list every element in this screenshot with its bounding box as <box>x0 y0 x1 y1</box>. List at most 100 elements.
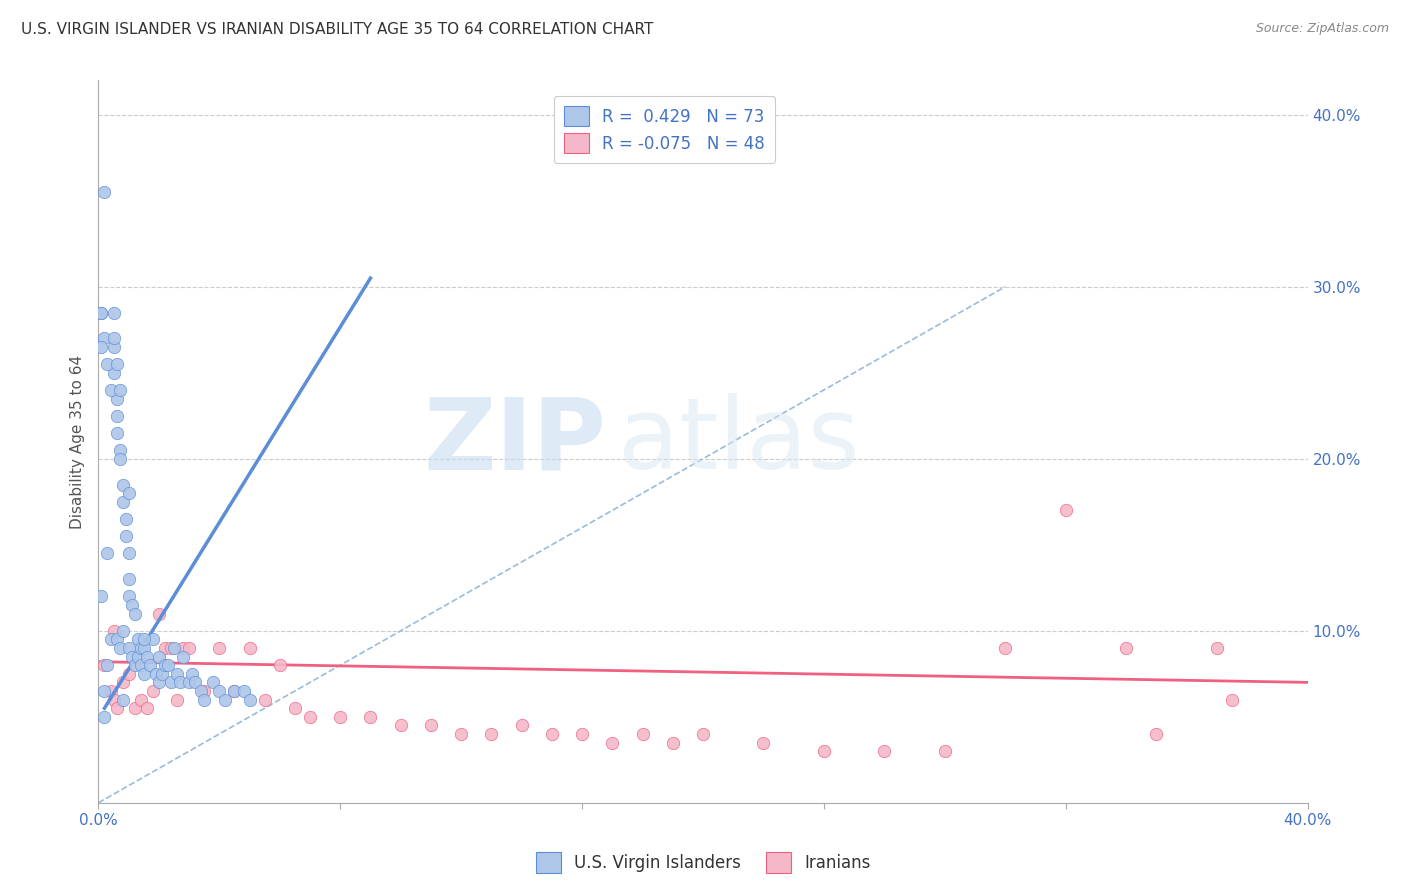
Point <box>202 675 225 690</box>
Point <box>96 546 118 560</box>
Point <box>105 701 128 715</box>
Point <box>160 640 183 655</box>
Point <box>100 684 122 698</box>
Point <box>93 185 115 199</box>
Point <box>124 701 146 715</box>
Point <box>1054 503 1077 517</box>
Point <box>299 710 322 724</box>
Point <box>153 640 176 655</box>
Point <box>1206 640 1229 655</box>
Point <box>224 684 246 698</box>
Legend: R =  0.429   N = 73, R = -0.075   N = 48: R = 0.429 N = 73, R = -0.075 N = 48 <box>554 95 775 163</box>
Point <box>90 590 112 604</box>
Point <box>1144 727 1167 741</box>
Point <box>111 675 134 690</box>
Point <box>127 649 149 664</box>
Point <box>118 640 141 655</box>
Point <box>208 640 231 655</box>
Point <box>118 666 141 681</box>
Point <box>692 727 714 741</box>
Point <box>1115 640 1137 655</box>
Point <box>163 640 186 655</box>
Point <box>121 649 143 664</box>
Point <box>873 744 896 758</box>
Point <box>103 624 125 638</box>
Point <box>1220 692 1243 706</box>
Point <box>103 692 125 706</box>
Point <box>145 666 167 681</box>
Point <box>111 624 134 638</box>
Point <box>100 383 122 397</box>
Point <box>129 692 152 706</box>
Point <box>118 486 141 500</box>
Point <box>135 649 157 664</box>
Text: U.S. VIRGIN ISLANDER VS IRANIAN DISABILITY AGE 35 TO 64 CORRELATION CHART: U.S. VIRGIN ISLANDER VS IRANIAN DISABILI… <box>21 22 654 37</box>
Point <box>160 675 183 690</box>
Point <box>224 684 246 698</box>
Point <box>108 443 131 458</box>
Point <box>934 744 956 758</box>
Point <box>111 477 134 491</box>
Point <box>114 512 136 526</box>
Point <box>232 684 254 698</box>
Point <box>179 640 201 655</box>
Point <box>127 632 149 647</box>
Point <box>148 607 170 621</box>
Point <box>129 658 152 673</box>
Point <box>108 640 131 655</box>
Point <box>105 632 128 647</box>
Point <box>118 590 141 604</box>
Point <box>105 409 128 423</box>
Text: Source: ZipAtlas.com: Source: ZipAtlas.com <box>1256 22 1389 36</box>
Point <box>631 727 654 741</box>
Legend: U.S. Virgin Islanders, Iranians: U.S. Virgin Islanders, Iranians <box>529 846 877 880</box>
Point <box>269 658 291 673</box>
Point <box>90 305 112 319</box>
Point <box>208 684 231 698</box>
Point <box>190 684 212 698</box>
Point <box>132 640 155 655</box>
Point <box>193 684 215 698</box>
Text: ZIP: ZIP <box>423 393 606 490</box>
Point <box>105 425 128 440</box>
Point <box>181 666 204 681</box>
Point <box>111 494 134 508</box>
Point <box>239 640 262 655</box>
Point <box>184 675 207 690</box>
Point <box>166 666 188 681</box>
Point <box>103 366 125 380</box>
Point <box>93 684 115 698</box>
Point <box>108 383 131 397</box>
Point <box>389 718 412 732</box>
Point <box>114 529 136 543</box>
Point <box>150 666 173 681</box>
Point <box>752 735 775 749</box>
Point <box>103 340 125 354</box>
Point <box>450 727 472 741</box>
Point <box>148 675 170 690</box>
Point <box>135 701 157 715</box>
Point <box>193 692 215 706</box>
Point <box>994 640 1017 655</box>
Point <box>813 744 835 758</box>
Point <box>90 340 112 354</box>
Point <box>214 692 236 706</box>
Point <box>96 357 118 371</box>
Point <box>420 718 443 732</box>
Point <box>96 658 118 673</box>
Point <box>132 632 155 647</box>
Point <box>103 331 125 345</box>
Point <box>93 658 115 673</box>
Point <box>253 692 276 706</box>
Y-axis label: Disability Age 35 to 64: Disability Age 35 to 64 <box>69 354 84 529</box>
Point <box>179 675 201 690</box>
Point <box>90 305 112 319</box>
Point <box>166 692 188 706</box>
Point <box>121 598 143 612</box>
Point <box>118 572 141 586</box>
Point <box>329 710 352 724</box>
Point <box>661 735 683 749</box>
Point <box>93 331 115 345</box>
Point <box>124 607 146 621</box>
Point <box>153 658 176 673</box>
